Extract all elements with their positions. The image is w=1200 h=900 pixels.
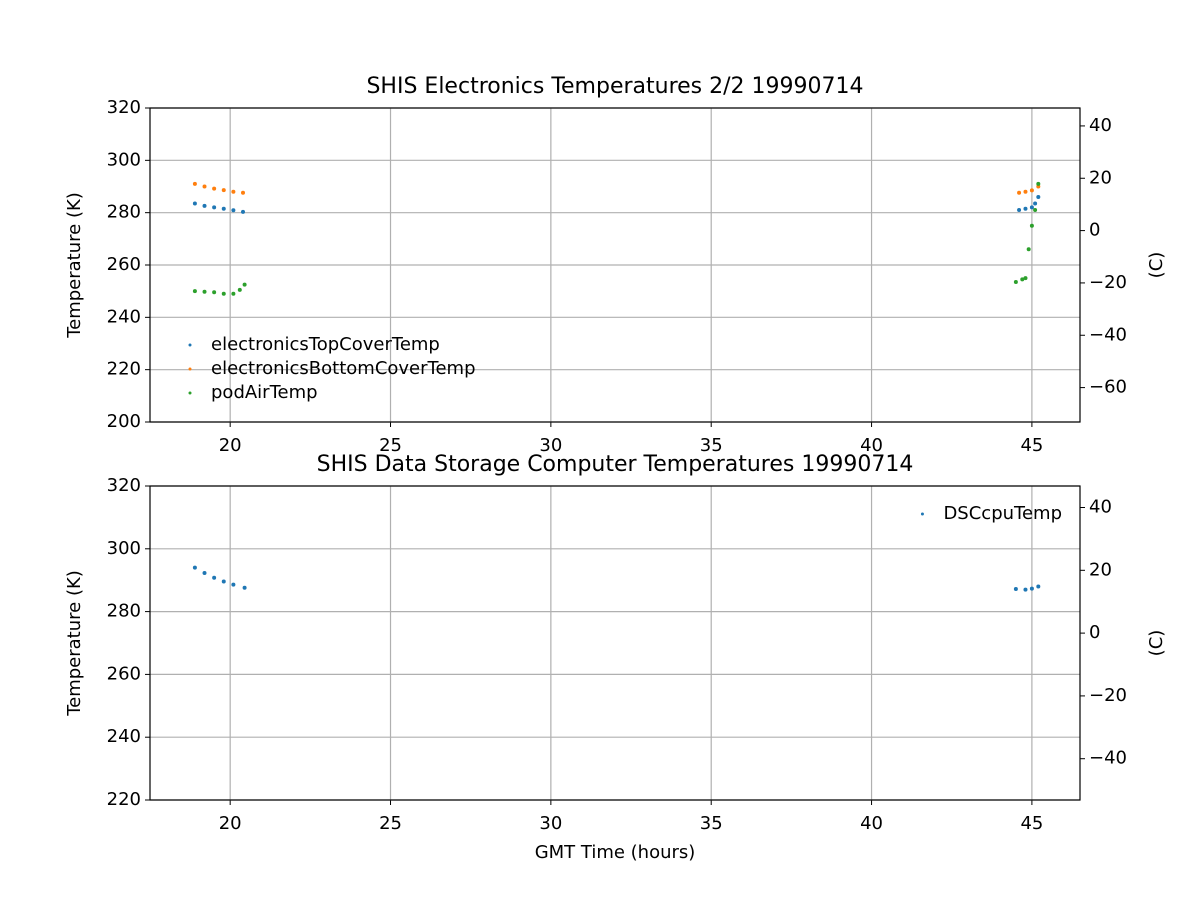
x-tick-label: 40 <box>860 813 883 834</box>
y2-tick-label: 0 <box>1089 622 1100 643</box>
legend-label: electronicsBottomCoverTemp <box>211 358 476 379</box>
data-point <box>241 190 245 195</box>
y2-axis-label: (C) <box>1146 252 1167 279</box>
data-point <box>1029 205 1034 210</box>
data-point <box>1033 208 1038 213</box>
y-axis-label: Temperature (K) <box>64 570 85 717</box>
x-tick-label: 20 <box>219 813 242 834</box>
y2-tick-label: −60 <box>1089 377 1127 398</box>
y2-tick-label: 0 <box>1089 220 1100 241</box>
data-point <box>1033 201 1038 206</box>
data-point <box>212 205 217 210</box>
x-tick-label: 25 <box>379 435 402 456</box>
y-tick-label: 260 <box>107 254 141 275</box>
data-point <box>212 290 217 295</box>
data-point <box>221 291 226 296</box>
y2-tick-label: −40 <box>1089 324 1127 345</box>
y-tick-label: 200 <box>107 411 141 432</box>
y2-tick-label: 20 <box>1089 167 1112 188</box>
data-point <box>241 209 245 214</box>
y-tick-label: 240 <box>107 726 141 747</box>
y-tick-label: 280 <box>107 601 141 622</box>
data-point <box>231 582 236 587</box>
data-point <box>1017 208 1022 213</box>
y-tick-label: 260 <box>107 663 141 684</box>
data-point <box>221 188 226 193</box>
x-tick-label: 45 <box>1020 813 1043 834</box>
plot-frame <box>149 485 1081 801</box>
data-point <box>1026 247 1031 252</box>
data-point <box>192 565 197 570</box>
x-tick-label: 20 <box>219 435 242 456</box>
data-point <box>192 289 197 294</box>
data-point <box>221 579 226 584</box>
x-tick-label: 35 <box>700 813 723 834</box>
y-tick-label: 300 <box>107 538 141 559</box>
x-tick-label: 35 <box>700 435 723 456</box>
legend-label: electronicsTopCoverTemp <box>211 334 440 355</box>
legend-marker <box>920 512 924 516</box>
y-tick-label: 220 <box>107 789 141 810</box>
data-point <box>231 208 236 213</box>
data-point <box>242 282 247 287</box>
data-point <box>1020 277 1025 282</box>
legend-marker <box>188 343 192 347</box>
data-point <box>1029 223 1034 228</box>
data-point <box>202 289 207 294</box>
data-point <box>202 184 207 189</box>
x-tick-label: 30 <box>539 435 562 456</box>
data-point <box>1023 587 1028 592</box>
y-tick-label: 320 <box>107 97 141 118</box>
data-point <box>1036 181 1041 186</box>
y2-tick-label: −20 <box>1089 685 1127 706</box>
data-point <box>1013 280 1018 285</box>
data-point <box>202 203 207 208</box>
data-point <box>202 570 207 575</box>
y2-tick-label: −40 <box>1089 748 1127 769</box>
data-point <box>1029 188 1034 193</box>
x-tick-label: 25 <box>379 813 402 834</box>
y2-tick-label: 40 <box>1089 497 1112 518</box>
data-point <box>192 201 197 206</box>
data-point <box>237 287 242 292</box>
x-tick-label: 30 <box>539 813 562 834</box>
y-tick-label: 320 <box>107 475 141 496</box>
data-point <box>221 206 226 211</box>
y-tick-label: 280 <box>107 202 141 223</box>
y-tick-label: 240 <box>107 306 141 327</box>
y2-tick-label: 40 <box>1089 115 1112 136</box>
chart-title: SHIS Electronics Temperatures 2/2 199907… <box>366 74 863 99</box>
legend-marker <box>188 367 192 371</box>
x-axis-label: GMT Time (hours) <box>535 842 696 863</box>
data-point <box>1023 276 1028 281</box>
legend-marker <box>188 391 192 395</box>
chart-title: SHIS Data Storage Computer Temperatures … <box>317 452 914 477</box>
y-tick-label: 300 <box>107 149 141 170</box>
x-tick-label: 45 <box>1020 435 1043 456</box>
y2-tick-label: 20 <box>1089 559 1112 580</box>
y-axis-label: Temperature (K) <box>64 192 85 339</box>
data-point <box>1023 206 1028 211</box>
data-point <box>212 186 217 191</box>
data-point <box>1029 586 1034 591</box>
legend-label: DSCcpuTemp <box>943 503 1062 524</box>
data-point <box>231 291 236 296</box>
data-point <box>231 189 236 194</box>
data-point <box>1017 190 1022 195</box>
x-tick-label: 40 <box>860 435 883 456</box>
data-point <box>242 585 247 590</box>
y2-axis-label: (C) <box>1146 630 1167 657</box>
data-point <box>192 181 197 186</box>
data-point <box>212 575 217 580</box>
plot-frame <box>149 107 1081 423</box>
data-point <box>1023 189 1028 194</box>
y2-tick-label: −20 <box>1089 272 1127 293</box>
legend-label: podAirTemp <box>211 382 318 403</box>
data-point <box>1036 194 1041 199</box>
data-point <box>1036 584 1041 589</box>
y-tick-label: 220 <box>107 359 141 380</box>
data-point <box>1013 586 1018 591</box>
